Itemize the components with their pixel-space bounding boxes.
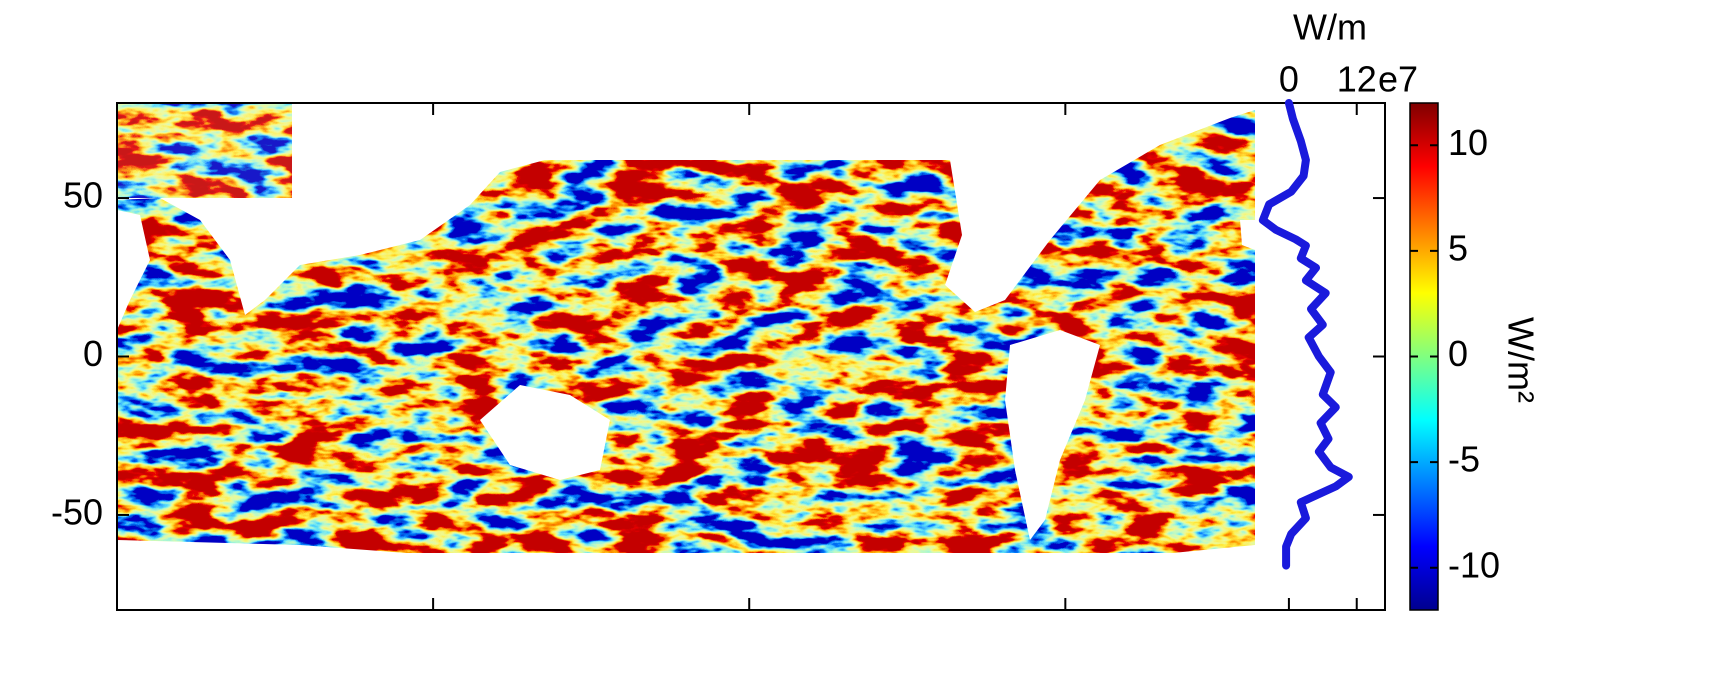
map-field [117,103,1255,610]
colorbar-tick-label: 5 [1448,227,1468,268]
ocean-field [117,103,292,198]
colorbar-tick-label: -10 [1448,544,1500,585]
profile-line [1258,99,1353,570]
y-tick-label: 0 [83,333,103,374]
profile-title: W/m [1293,7,1367,48]
colorbar-tick-label: 10 [1448,122,1488,163]
y-tick-label: -50 [51,491,103,532]
colorbar-tick-label: 0 [1448,333,1468,374]
y-tick-label: 50 [63,175,103,216]
profile-exponent: e7 [1378,59,1418,100]
profile-tick-label: 12 [1337,59,1377,100]
colorbar-label: W/m² [1500,317,1541,403]
profile-tick-label: 0 [1279,59,1299,100]
colorbar-tick-label: -5 [1448,439,1480,480]
land [117,103,1255,610]
